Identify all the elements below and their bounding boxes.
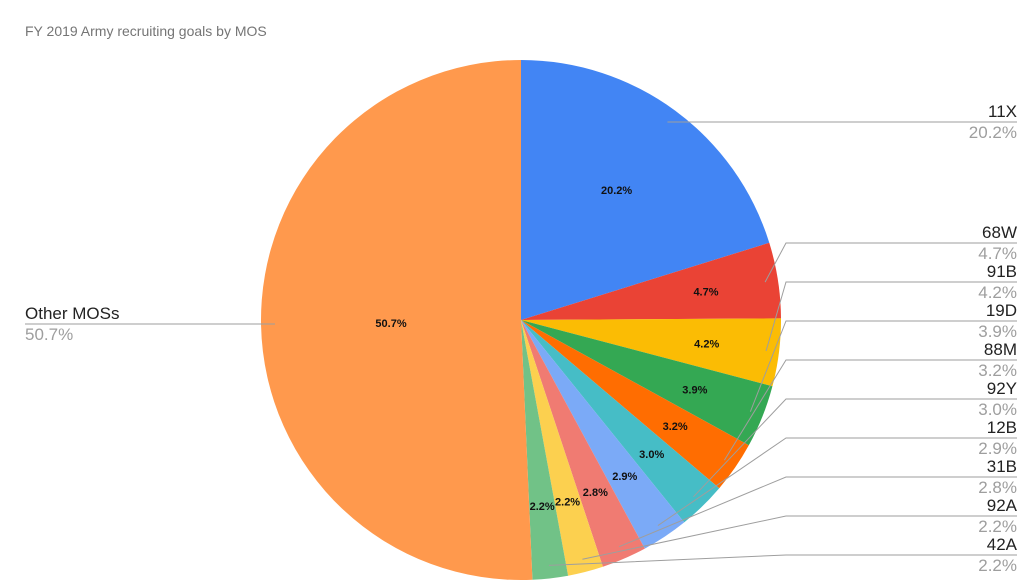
- slice-category-label: 91B: [987, 262, 1017, 281]
- slice-category-label: 88M: [984, 340, 1017, 359]
- slice-value-label: 2.2%: [530, 501, 555, 513]
- leader-line: [749, 320, 1017, 412]
- slice-category-label: 31B: [987, 457, 1017, 476]
- slice-category-label: 11X: [988, 102, 1017, 121]
- slice-value-label: 20.2%: [601, 185, 632, 197]
- pie-slice-11x[interactable]: [521, 60, 770, 320]
- slice-percent-label: 3.0%: [978, 400, 1017, 419]
- leader-line: [548, 554, 1017, 566]
- leader-line: [764, 242, 1017, 283]
- pie-slice-92a[interactable]: [521, 320, 603, 576]
- slice-value-label: 50.7%: [375, 318, 406, 330]
- slice-category-label: 42A: [987, 535, 1018, 554]
- slice-percent-label: 2.2%: [978, 556, 1017, 575]
- leader-line: [723, 359, 1017, 461]
- slice-percent-label: 50.7%: [25, 325, 73, 344]
- pie-slice-19d[interactable]: [521, 320, 773, 446]
- slice-category-label: 68W: [982, 223, 1017, 242]
- slice-category-label: 92A: [987, 496, 1018, 515]
- slice-category-label: 92Y: [987, 379, 1017, 398]
- slice-category-label: 19D: [986, 301, 1017, 320]
- slice-value-label: 4.2%: [694, 338, 719, 350]
- pie-slice-31b[interactable]: [521, 320, 645, 567]
- pie-slice-other-moss[interactable]: [260, 60, 533, 580]
- slice-percent-label: 4.7%: [978, 244, 1017, 263]
- pie-slice-91b[interactable]: [521, 318, 781, 387]
- slice-percent-label: 20.2%: [969, 123, 1017, 142]
- slice-percent-label: 3.2%: [978, 361, 1017, 380]
- leader-line: [657, 437, 1017, 527]
- slice-value-label: 4.7%: [693, 286, 718, 298]
- slice-value-label: 3.0%: [639, 449, 664, 461]
- slice-value-label: 3.9%: [682, 384, 707, 396]
- slice-percent-label: 2.2%: [978, 517, 1017, 536]
- slice-category-label: 12B: [987, 418, 1017, 437]
- slice-percent-label: 3.9%: [978, 322, 1017, 341]
- pie-slice-68w[interactable]: [521, 242, 781, 320]
- pie-slice-12b[interactable]: [521, 320, 685, 549]
- slice-percent-label: 2.9%: [978, 439, 1017, 458]
- slice-percent-label: 4.2%: [978, 283, 1017, 302]
- leader-line: [582, 515, 1017, 560]
- chart-title: FY 2019 Army recruiting goals by MOS: [25, 23, 267, 39]
- slice-value-label: 2.2%: [555, 496, 580, 508]
- slice-value-label: 2.9%: [612, 471, 637, 483]
- slice-percent-label: 2.8%: [978, 478, 1017, 497]
- pie-slice-88m[interactable]: [521, 320, 749, 489]
- pie-slice-42a[interactable]: [521, 320, 569, 580]
- leader-line: [765, 281, 1017, 352]
- leader-line: [618, 476, 1017, 548]
- slice-category-label: Other MOSs: [25, 304, 119, 323]
- slice-value-label: 2.8%: [583, 487, 608, 499]
- slice-value-label: 3.2%: [663, 421, 688, 433]
- pie-slice-92y[interactable]: [521, 320, 720, 523]
- leader-line: [693, 398, 1017, 498]
